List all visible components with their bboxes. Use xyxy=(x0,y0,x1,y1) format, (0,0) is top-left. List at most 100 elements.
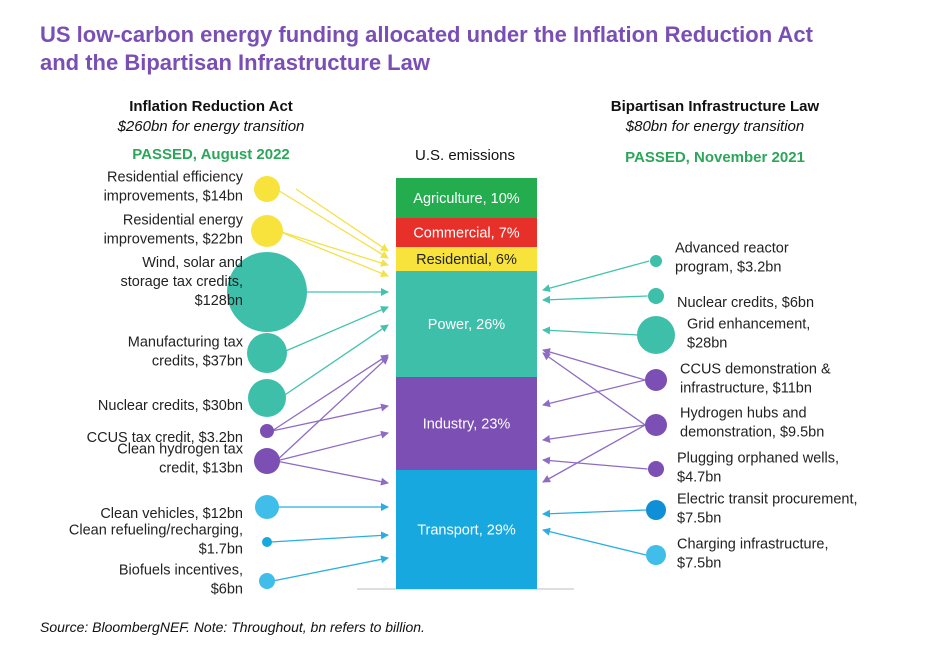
segment-label-commercial: Commercial, 7% xyxy=(413,226,519,242)
bil-item-label: Advanced reactor xyxy=(675,241,789,257)
ira-item-label: credits, $37bn xyxy=(152,354,243,370)
bil-arrow-4-1 xyxy=(542,424,646,443)
ira-item-label: $128bn xyxy=(195,293,243,309)
bil-arrow-3-1 xyxy=(542,379,646,408)
ira-status: PASSED, August 2022 xyxy=(132,146,290,163)
bil-arrow-1-0 xyxy=(542,295,648,304)
segment-transport xyxy=(396,470,537,589)
segment-residential xyxy=(396,247,537,271)
ira-arrow-6-0 xyxy=(275,356,389,462)
segment-agriculture xyxy=(396,178,537,218)
ira-arrow-5-0 xyxy=(271,354,389,432)
ira-item-label: improvements, $14bn xyxy=(104,189,243,205)
bil-item-label: demonstration, $9.5bn xyxy=(680,425,824,441)
bil-bubble-1 xyxy=(648,288,664,304)
ira-bubble-9 xyxy=(259,573,275,589)
segment-label-agriculture: Agriculture, 10% xyxy=(413,191,519,207)
bil-amount: $80bn for energy transition xyxy=(625,118,804,135)
ira-name: Inflation Reduction Act xyxy=(129,98,293,115)
bil-item-label: Nuclear credits, $6bn xyxy=(677,295,814,311)
ira-item-label: improvements, $22bn xyxy=(104,232,243,248)
ira-item-label: Clean refueling/recharging, xyxy=(69,523,243,539)
bil-bubble-7 xyxy=(646,545,666,565)
ira-arrow-5-1 xyxy=(271,403,389,432)
bil-item-label: program, $3.2bn xyxy=(675,260,781,276)
emissions-label: U.S. emissions xyxy=(415,147,515,164)
title-line-2: and the Bipartisan Infrastructure Law xyxy=(40,50,431,75)
bil-bubble-6 xyxy=(646,500,666,520)
segment-label-power: Power, 26% xyxy=(428,317,505,333)
ira-arrow-6-1 xyxy=(275,430,389,462)
bil-bubble-3 xyxy=(645,369,667,391)
ira-bubble-5 xyxy=(260,424,274,438)
segment-power xyxy=(396,271,537,377)
bil-arrow-4-0 xyxy=(542,352,646,426)
bil-status: PASSED, November 2021 xyxy=(625,149,805,166)
ira-arrow-9-0 xyxy=(272,555,389,582)
ira-arrow-1-0 xyxy=(278,230,389,267)
bil-arrow-0-0 xyxy=(542,260,650,293)
ira-item-label: Clean hydrogen tax xyxy=(117,442,243,458)
ira-bubble-6 xyxy=(254,448,280,474)
bil-item-label: $28bn xyxy=(687,336,727,352)
bil-item-label: $4.7bn xyxy=(677,470,721,486)
segment-label-transport: Transport, 29% xyxy=(417,523,516,539)
bil-item-label: Electric transit procurement, xyxy=(677,492,858,508)
bil-bubble-0 xyxy=(650,255,662,267)
bil-arrow-5-0 xyxy=(542,456,648,470)
ira-item-label: CCUS tax credit, $3.2bn xyxy=(87,430,243,446)
bil-arrow-2-0 xyxy=(542,326,639,336)
ira-item-label: Residential efficiency xyxy=(107,170,244,186)
bil-bubble-5 xyxy=(648,461,664,477)
bil-arrow-7-0 xyxy=(542,527,647,556)
ira-arrow-0-0 xyxy=(275,188,389,259)
bil-item-label: Charging infrastructure, xyxy=(677,537,829,553)
ira-bubble-3 xyxy=(247,333,287,373)
ira-arrow-8-0 xyxy=(270,531,389,543)
title-line-1: US low-carbon energy funding allocated u… xyxy=(40,22,814,47)
bil-bubble-4 xyxy=(645,414,667,436)
ira-arrow-4-0 xyxy=(279,324,389,399)
ira-item-label: Nuclear credits, $30bn xyxy=(98,398,243,414)
ira-item-label: storage tax credits, xyxy=(121,274,244,290)
bil-item-label: CCUS demonstration & xyxy=(680,362,831,378)
emissions-column: Agriculture, 10% Commercial, 7% Residentia… xyxy=(357,178,574,590)
ira-item-label: Residential energy xyxy=(123,213,244,229)
ira-item-label: credit, $13bn xyxy=(159,461,243,477)
ira-arrow-0-extra xyxy=(295,188,389,252)
ira-amount: $260bn for energy transition xyxy=(117,118,305,135)
bil-items: Advanced reactor program, $3.2bn Nuclear c… xyxy=(637,241,858,572)
ira-item-label: $1.7bn xyxy=(199,542,243,558)
ira-items: Residential efficiency improvements, $14b… xyxy=(69,170,307,598)
segment-industry xyxy=(396,377,537,470)
bil-item-label: $7.5bn xyxy=(677,511,721,527)
ira-bubble-8 xyxy=(262,537,272,547)
ira-arrow-3-0 xyxy=(280,306,389,354)
bil-item-label: $7.5bn xyxy=(677,556,721,572)
ira-item-label: Wind, solar and xyxy=(142,255,243,271)
bil-arrow-4-2 xyxy=(542,424,646,483)
ira-arrow-6-2 xyxy=(275,460,389,486)
bil-item-label: infrastructure, $11bn xyxy=(680,381,812,397)
ira-item-label: Clean vehicles, $12bn xyxy=(100,506,243,522)
segment-commercial xyxy=(396,218,537,247)
ira-item-label: Biofuels incentives, xyxy=(119,563,243,579)
ira-item-label: Manufacturing tax xyxy=(128,335,244,351)
ira-arrow-1-1 xyxy=(277,230,389,278)
arrows-layer xyxy=(270,188,650,582)
source-note: Source: BloombergNEF. Note: Throughout, … xyxy=(40,619,425,635)
segment-label-industry: Industry, 23% xyxy=(423,417,511,433)
bil-arrow-3-0 xyxy=(542,348,646,381)
ira-bubble-2 xyxy=(227,252,307,332)
ira-bubble-7 xyxy=(255,495,279,519)
segment-label-residential: Residential, 6% xyxy=(416,252,517,268)
bil-name: Bipartisan Infrastructure Law xyxy=(611,98,820,115)
bil-item-label: Hydrogen hubs and xyxy=(680,406,807,422)
ira-bubble-4 xyxy=(248,379,286,417)
bil-bubble-2 xyxy=(637,316,675,354)
bil-item-label: Plugging orphaned wells, xyxy=(677,451,839,467)
bil-item-label: Grid enhancement, xyxy=(687,317,810,333)
ira-bubble-0 xyxy=(254,176,280,202)
bil-arrow-6-0 xyxy=(542,509,647,518)
